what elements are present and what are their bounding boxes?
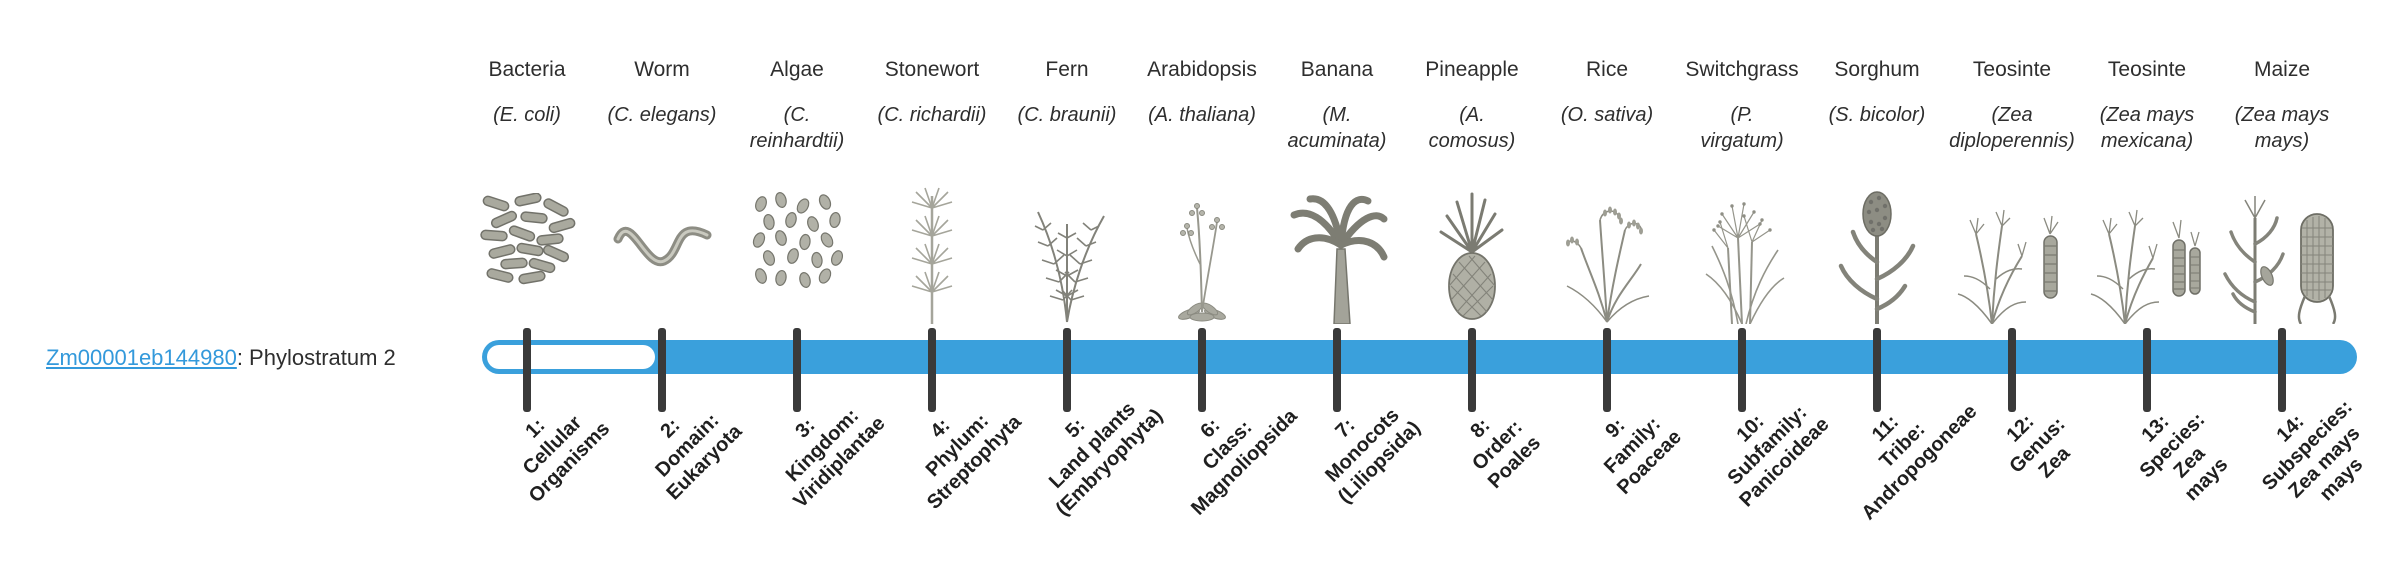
organism-name: Banana: [1300, 58, 1374, 81]
organism-name: Algae: [770, 58, 824, 81]
organism-column-stonewort: Stonewort (C. richardii): [862, 58, 1002, 338]
organism-latin-name: (P. virgatum): [1700, 104, 1784, 152]
maize-icon: [2212, 162, 2352, 328]
organism-latin-name: (A. comosus): [1428, 104, 1516, 152]
fern-icon: [997, 162, 1137, 328]
phylostratum-tick-3: [793, 328, 801, 412]
arabidopsis-icon: [1132, 162, 1272, 328]
organism-name: Stonewort: [884, 58, 980, 81]
organism-latin-name: (Zea mays mays): [2234, 104, 2330, 152]
organism-column-switchgrass: Switchgrass (P. virgatum): [1672, 58, 1812, 338]
organism-name: Arabidopsis: [1147, 58, 1257, 81]
organism-latin-name: (C. elegans): [607, 104, 717, 126]
organism-name: Sorghum: [1834, 58, 1920, 81]
algae-icon: [727, 162, 867, 328]
phylostratum-tick-13: [2143, 328, 2151, 412]
organism-name: Worm: [634, 58, 690, 81]
organism-name: Pineapple: [1425, 58, 1519, 81]
organism-name: Rice: [1585, 58, 1628, 81]
phylostratum-tick-4: [928, 328, 936, 412]
organism-name: Maize: [2253, 58, 2311, 81]
gene-stratum-text: : Phylostratum 2: [236, 345, 396, 370]
organism-column-arabidopsis: Arabidopsis (A. thaliana): [1132, 58, 1272, 338]
organism-latin-name: (S. bicolor): [1828, 104, 1926, 126]
organism-latin-name: (O. sativa): [1560, 104, 1654, 126]
organism-column-teosinte-diploperennis: Teosinte (Zea diploperennis): [1942, 58, 2082, 338]
organism-latin-name: (C. richardii): [877, 104, 987, 126]
rice-icon: [1537, 162, 1677, 328]
teosinte-icon: [2077, 162, 2217, 328]
phylostratum-tick-14: [2278, 328, 2286, 412]
organism-column-fern: Fern (C. braunii): [997, 58, 1137, 338]
phylostratum-tick-1: [523, 328, 531, 412]
phylostratum-tick-9: [1603, 328, 1611, 412]
organism-column-maize: Maize (Zea mays mays): [2212, 58, 2352, 338]
organism-column-worm: Worm (C. elegans): [592, 58, 732, 338]
organism-column-banana: Banana (M. acuminata): [1267, 58, 1407, 338]
organism-column-rice: Rice (O. sativa): [1537, 58, 1677, 338]
organism-column-algae: Algae (C. reinhardtii): [727, 58, 867, 338]
phylostratum-tick-8: [1468, 328, 1476, 412]
phylostratum-tick-12: [2008, 328, 2016, 412]
phylostratum-tick-10: [1738, 328, 1746, 412]
bacteria-icon: [457, 162, 597, 328]
organism-latin-name: (A. thaliana): [1148, 104, 1256, 126]
organism-name: Teosinte: [2107, 58, 2187, 81]
switchgrass-icon: [1672, 162, 1812, 328]
organism-name: Teosinte: [1972, 58, 2052, 81]
organism-column-sorghum: Sorghum (S. bicolor): [1807, 58, 1947, 338]
organism-column-bacteria: Bacteria (E. coli): [457, 58, 597, 338]
phylostratum-tick-6: [1198, 328, 1206, 412]
gene-link[interactable]: Zm00001eb144980: [46, 345, 237, 370]
gene-label: Zm00001eb144980: Phylostratum 2: [46, 345, 396, 371]
phylostratum-tick-5: [1063, 328, 1071, 412]
organism-latin-name: (C. reinhardtii): [749, 104, 845, 152]
phylostratum-tick-11: [1873, 328, 1881, 412]
worm-icon: [592, 162, 732, 328]
organism-latin-name: (Zea mays mexicana): [2099, 104, 2195, 152]
organism-column-teosinte-mexicana: Teosinte (Zea mays mexicana): [2077, 58, 2217, 338]
organism-name: Switchgrass: [1685, 58, 1799, 81]
teosinte-icon: [1942, 162, 2082, 328]
phylostratum-tick-7: [1333, 328, 1341, 412]
stonewort-icon: [862, 162, 1002, 328]
organism-latin-name: (C. braunii): [1017, 104, 1117, 126]
organism-latin-name: (M. acuminata): [1287, 104, 1387, 152]
phylostratum-bar-unfilled-region: [487, 345, 655, 369]
banana-icon: [1267, 162, 1407, 328]
organism-latin-name: (Zea diploperennis): [1949, 104, 2075, 152]
organism-name: Bacteria: [488, 58, 566, 81]
organism-name: Fern: [1045, 58, 1089, 81]
organism-column-pineapple: Pineapple (A. comosus): [1402, 58, 1542, 338]
pineapple-icon: [1402, 162, 1542, 328]
sorghum-icon: [1807, 162, 1947, 328]
organism-latin-name: (E. coli): [493, 104, 561, 126]
phylostratum-tick-2: [658, 328, 666, 412]
